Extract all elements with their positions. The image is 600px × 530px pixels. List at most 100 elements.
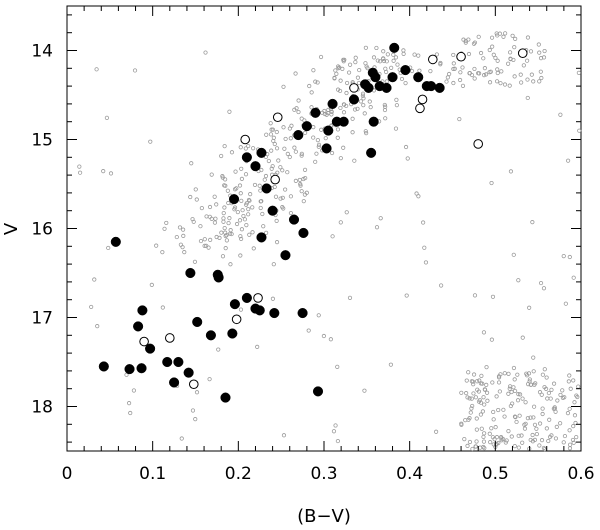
field-star bbox=[188, 194, 193, 200]
field-star bbox=[377, 59, 383, 64]
field-star bbox=[389, 65, 394, 70]
field-star bbox=[202, 243, 207, 248]
field-star bbox=[549, 433, 554, 438]
field-star bbox=[537, 79, 542, 84]
field-star bbox=[506, 428, 511, 434]
filled-point bbox=[360, 79, 371, 90]
field-star bbox=[271, 135, 276, 140]
field-star bbox=[274, 129, 279, 135]
field-star bbox=[299, 153, 304, 158]
field-star bbox=[496, 380, 502, 385]
field-star bbox=[244, 222, 249, 228]
field-star bbox=[226, 200, 231, 206]
field-star bbox=[131, 388, 137, 393]
field-star bbox=[260, 211, 265, 217]
field-star bbox=[270, 164, 275, 169]
field-star bbox=[499, 69, 504, 74]
field-star bbox=[224, 238, 229, 243]
field-star bbox=[469, 406, 474, 411]
field-star bbox=[511, 385, 516, 390]
filled-point bbox=[124, 364, 135, 375]
field-star bbox=[241, 213, 246, 219]
filled-point bbox=[183, 367, 194, 378]
field-star bbox=[467, 439, 473, 445]
field-star bbox=[549, 387, 554, 392]
field-star bbox=[234, 221, 240, 227]
field-star bbox=[269, 166, 274, 171]
field-star bbox=[319, 127, 324, 132]
field-star bbox=[473, 395, 478, 400]
field-star bbox=[511, 252, 516, 257]
field-star bbox=[222, 144, 227, 149]
field-star bbox=[77, 170, 83, 175]
field-star bbox=[222, 205, 227, 210]
field-star bbox=[421, 220, 426, 225]
field-star bbox=[202, 237, 207, 242]
field-star bbox=[477, 378, 482, 383]
field-star bbox=[522, 426, 528, 431]
field-star bbox=[226, 220, 231, 226]
field-star bbox=[221, 211, 226, 216]
field-star bbox=[190, 217, 195, 222]
field-star bbox=[482, 431, 487, 436]
field-star bbox=[471, 41, 477, 46]
field-star bbox=[285, 170, 290, 175]
field-star bbox=[464, 378, 469, 383]
field-star bbox=[570, 437, 576, 443]
field-star bbox=[311, 125, 316, 130]
field-star bbox=[574, 393, 579, 398]
field-star bbox=[391, 52, 396, 57]
field-star bbox=[520, 440, 525, 445]
field-star bbox=[457, 116, 462, 122]
field-star bbox=[335, 127, 341, 132]
filled-point bbox=[301, 121, 312, 132]
filled-point bbox=[205, 330, 216, 341]
field-star bbox=[544, 426, 549, 431]
field-star bbox=[344, 80, 350, 86]
field-star bbox=[274, 146, 280, 151]
field-star bbox=[193, 417, 198, 422]
filled-point bbox=[162, 356, 173, 368]
field-star bbox=[474, 416, 479, 421]
field-star bbox=[481, 395, 486, 400]
field-star bbox=[299, 189, 304, 194]
field-star bbox=[546, 438, 551, 444]
field-star bbox=[332, 76, 337, 81]
field-star bbox=[439, 283, 444, 288]
field-star bbox=[562, 433, 568, 439]
field-star bbox=[309, 90, 314, 95]
field-star bbox=[198, 238, 204, 244]
field-star bbox=[468, 410, 473, 415]
field-star bbox=[199, 205, 204, 211]
field-star bbox=[494, 79, 500, 84]
field-star bbox=[480, 381, 485, 386]
field-star bbox=[528, 415, 533, 420]
field-star bbox=[160, 305, 165, 310]
field-star bbox=[428, 69, 433, 74]
field-star bbox=[352, 107, 358, 112]
field-star bbox=[558, 421, 563, 426]
field-star bbox=[316, 144, 321, 149]
filled-point bbox=[213, 272, 224, 283]
field-star bbox=[422, 245, 427, 250]
field-star bbox=[574, 435, 579, 440]
field-star bbox=[516, 392, 521, 397]
y-axis-label: V bbox=[1, 222, 22, 235]
field-star bbox=[560, 388, 565, 393]
field-star bbox=[338, 105, 343, 111]
field-star bbox=[531, 404, 537, 409]
field-star bbox=[347, 62, 353, 67]
field-star bbox=[414, 191, 419, 196]
field-star bbox=[563, 301, 568, 306]
field-star bbox=[353, 55, 358, 60]
field-star bbox=[333, 423, 338, 428]
field-star bbox=[336, 64, 341, 69]
open-point bbox=[517, 48, 528, 58]
field-star bbox=[362, 111, 367, 116]
filled-point bbox=[256, 232, 267, 243]
field-star bbox=[493, 425, 498, 430]
field-star bbox=[126, 401, 132, 406]
field-star bbox=[507, 384, 513, 389]
field-star bbox=[528, 382, 533, 387]
field-star bbox=[538, 280, 544, 286]
